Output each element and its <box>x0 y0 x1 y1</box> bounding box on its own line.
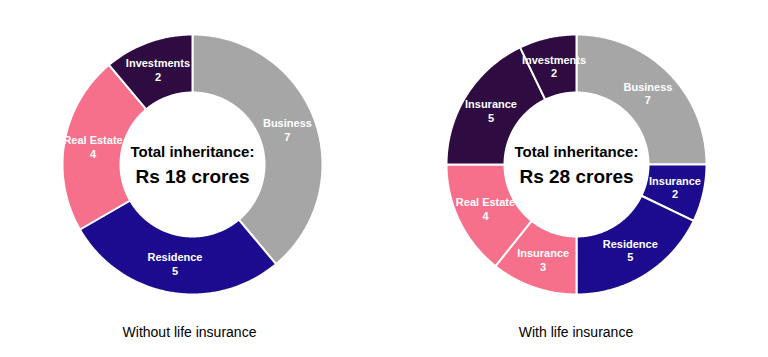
svg-text:Insurance5: Insurance5 <box>465 98 517 124</box>
svg-text:Investments2: Investments2 <box>522 54 586 80</box>
svg-text:Real Estate4: Real Estate4 <box>456 196 515 222</box>
svg-text:Residence5: Residence5 <box>147 251 202 277</box>
svg-text:Total inheritance:: Total inheritance: <box>131 143 255 160</box>
svg-text:Insurance3: Insurance3 <box>517 247 569 273</box>
html-text:Without life insurance: Without life insurance <box>122 324 257 340</box>
svg-text:Investments2: Investments2 <box>126 57 190 83</box>
svg-text:Business7: Business7 <box>623 81 672 107</box>
svg-text:Total inheritance:: Total inheritance: <box>515 143 639 160</box>
svg-text:Rs 18 crores: Rs 18 crores <box>135 166 249 187</box>
svg-text:Real Estate4: Real Estate4 <box>63 134 122 160</box>
svg-text:Business7: Business7 <box>263 117 312 143</box>
svg-text:Rs 28 crores: Rs 28 crores <box>519 166 633 187</box>
html-text:With life insurance: With life insurance <box>518 324 634 340</box>
svg-text:Residence5: Residence5 <box>603 238 658 264</box>
svg-text:Insurance2: Insurance2 <box>649 174 701 200</box>
